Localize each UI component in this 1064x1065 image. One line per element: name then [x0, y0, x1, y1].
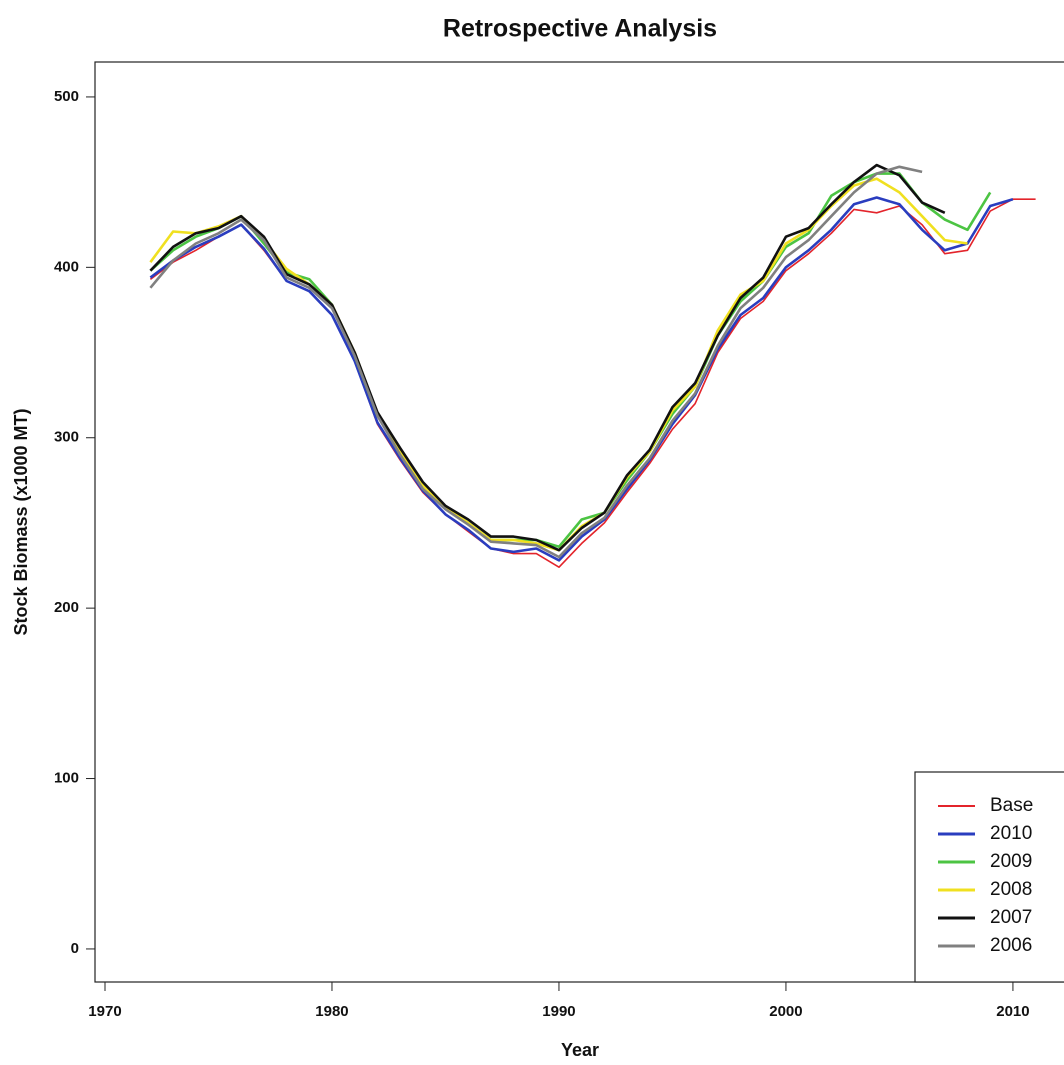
plot-frame: [94, 61, 1064, 983]
y-tick-label: 400: [54, 258, 79, 275]
y-tick-label: 0: [71, 940, 79, 957]
series-line: [149, 196, 1014, 562]
x-tick-label: 2000: [769, 1003, 802, 1020]
y-tick-label: 300: [54, 429, 79, 446]
x-tick-label: 1970: [88, 1003, 121, 1020]
legend-label: 2008: [990, 879, 1032, 900]
series-line: [149, 163, 946, 552]
legend-label: 2007: [990, 907, 1032, 928]
chart-title: Retrospective Analysis: [443, 15, 717, 43]
legend-label: Base: [990, 795, 1033, 816]
x-tick-label: 1990: [542, 1003, 575, 1020]
x-axis-label: Year: [561, 1040, 599, 1060]
legend-label: 2009: [990, 851, 1032, 872]
legend-label: 2006: [990, 935, 1032, 956]
y-axis-label: Stock Biomass (x1000 MT): [11, 408, 31, 635]
legend-label: 2010: [990, 823, 1032, 844]
y-tick-label: 200: [54, 599, 79, 616]
series-line: [149, 165, 923, 559]
x-tick-label: 2010: [996, 1003, 1029, 1020]
x-tick-label: 1980: [315, 1003, 348, 1020]
y-tick-label: 100: [54, 770, 79, 787]
y-tick-label: 500: [54, 88, 79, 105]
